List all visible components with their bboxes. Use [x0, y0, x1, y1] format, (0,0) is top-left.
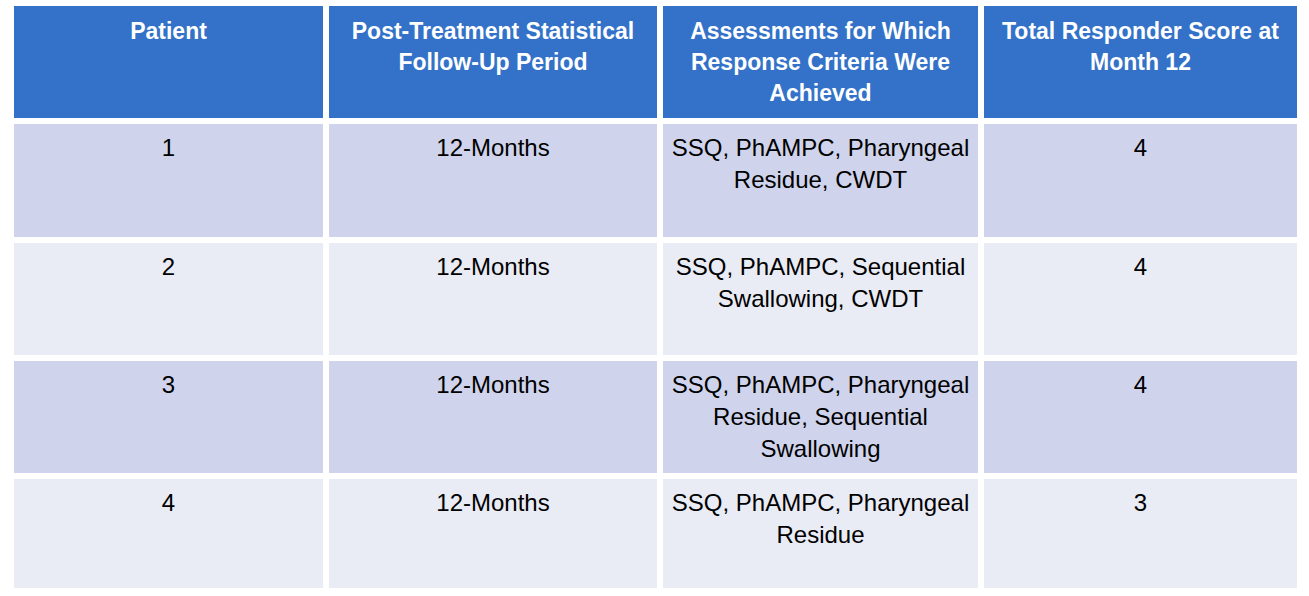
cell-total-score: 4: [984, 124, 1297, 237]
column-header-assessments: Assessments for Which Response Criteria …: [663, 6, 978, 118]
cell-follow-up-period: 12-Months: [329, 243, 657, 355]
cell-assessments: SSQ, PhAMPC, Pharyngeal Residue: [663, 479, 978, 588]
cell-patient: 3: [14, 361, 323, 473]
cell-total-score: 4: [984, 361, 1297, 473]
cell-assessments: SSQ, PhAMPC, Pharyngeal Residue, Sequent…: [663, 361, 978, 473]
cell-patient: 4: [14, 479, 323, 588]
cell-follow-up-period: 12-Months: [329, 479, 657, 588]
column-header-follow-up-period: Post-Treatment Statistical Follow-Up Per…: [329, 6, 657, 118]
cell-patient: 2: [14, 243, 323, 355]
column-header-total-score: Total Responder Score at Month 12: [984, 6, 1297, 118]
cell-patient: 1: [14, 124, 323, 237]
column-header-patient: Patient: [14, 6, 323, 118]
cell-follow-up-period: 12-Months: [329, 361, 657, 473]
responder-score-table: Patient Post-Treatment Statistical Follo…: [14, 6, 1297, 588]
cell-assessments: SSQ, PhAMPC, Pharyngeal Residue, CWDT: [663, 124, 978, 237]
cell-total-score: 4: [984, 243, 1297, 355]
cell-follow-up-period: 12-Months: [329, 124, 657, 237]
cell-total-score: 3: [984, 479, 1297, 588]
cell-assessments: SSQ, PhAMPC, Sequential Swallowing, CWDT: [663, 243, 978, 355]
